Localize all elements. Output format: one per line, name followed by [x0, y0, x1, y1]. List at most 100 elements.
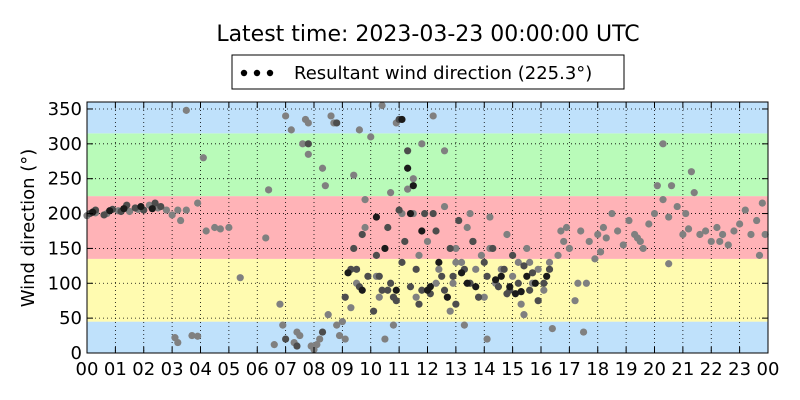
data-point — [364, 272, 372, 280]
data-point — [614, 227, 622, 235]
data-point — [174, 338, 182, 347]
data-point — [216, 225, 224, 233]
data-point — [415, 300, 423, 308]
data-point — [534, 265, 542, 273]
data-point — [469, 237, 477, 246]
data-point — [492, 276, 500, 284]
data-point — [517, 300, 525, 308]
data-point — [545, 258, 554, 266]
data-point — [358, 230, 366, 239]
data-point — [375, 293, 383, 301]
data-point — [137, 202, 145, 211]
data-point — [375, 272, 383, 280]
data-point — [401, 237, 409, 246]
data-point — [474, 293, 483, 301]
data-point — [182, 206, 190, 214]
data-point — [463, 223, 471, 232]
data-point — [327, 112, 335, 120]
data-point — [619, 241, 627, 249]
data-point — [106, 207, 114, 215]
y-axis-label: Wind direction (°) — [18, 149, 39, 308]
data-point — [455, 216, 463, 225]
data-point — [582, 279, 591, 287]
data-point — [494, 283, 503, 291]
data-point — [372, 251, 381, 259]
data-point — [466, 209, 474, 218]
data-point — [506, 283, 514, 291]
data-point — [236, 274, 244, 282]
data-point — [579, 328, 588, 336]
y-tick-label: 350 — [48, 99, 82, 120]
x-tick-label: 08 — [303, 359, 326, 380]
data-point — [608, 209, 616, 218]
x-tick-label: 17 — [558, 359, 581, 380]
data-point — [463, 279, 471, 287]
data-point — [452, 258, 460, 266]
data-point — [404, 185, 412, 193]
data-point — [378, 101, 386, 110]
data-points — [83, 101, 769, 354]
data-point — [296, 331, 304, 340]
data-point — [446, 244, 454, 253]
direction-bands — [87, 102, 768, 353]
data-point — [560, 237, 568, 246]
data-point — [404, 164, 412, 172]
data-point — [713, 223, 721, 232]
chart-title: Latest time: 2023-03-23 00:00:00 UTC — [216, 22, 639, 47]
data-point — [520, 311, 528, 319]
data-point — [423, 237, 432, 246]
data-point — [421, 209, 429, 218]
data-point — [690, 189, 698, 197]
data-point — [418, 286, 426, 294]
data-point — [633, 234, 642, 242]
data-point — [316, 335, 324, 343]
data-point — [650, 209, 659, 218]
x-tick-label: 03 — [161, 359, 184, 380]
data-point — [449, 272, 457, 280]
data-point — [761, 230, 769, 239]
y-tick-label: 150 — [48, 238, 82, 259]
data-point — [384, 223, 392, 232]
y-tick-label: 250 — [48, 169, 82, 190]
data-point — [540, 279, 548, 287]
data-point — [665, 260, 673, 268]
y-tick-label: 300 — [48, 134, 82, 155]
data-point — [645, 220, 653, 228]
data-point — [446, 307, 454, 315]
data-point — [199, 154, 207, 162]
data-point — [457, 269, 466, 277]
data-point — [335, 331, 344, 340]
data-point — [389, 321, 398, 329]
data-point — [418, 227, 426, 235]
data-point — [472, 265, 480, 273]
data-point — [426, 283, 434, 291]
data-point — [304, 119, 312, 127]
x-tick-label: 13 — [444, 359, 467, 380]
data-point — [557, 227, 565, 235]
data-point — [523, 244, 531, 253]
data-point — [262, 234, 270, 242]
data-point — [211, 223, 219, 232]
legend: Resultant wind direction (225.3°) — [231, 54, 625, 90]
data-point — [378, 286, 386, 294]
data-point — [304, 150, 312, 158]
data-point — [483, 272, 491, 280]
x-tick-label: 19 — [615, 359, 638, 380]
data-point — [398, 115, 406, 124]
data-point — [452, 300, 460, 308]
x-tick-label: 04 — [189, 359, 212, 380]
data-point — [523, 272, 531, 280]
data-point — [318, 328, 327, 336]
data-point — [367, 133, 375, 141]
data-point — [168, 211, 176, 219]
data-point — [361, 223, 369, 232]
data-point — [225, 223, 233, 232]
data-point — [659, 140, 667, 148]
data-point — [188, 331, 196, 340]
data-point — [324, 311, 332, 319]
data-point — [659, 196, 667, 204]
data-point — [151, 199, 159, 207]
data-point — [100, 211, 108, 219]
data-point — [639, 244, 647, 253]
data-point — [591, 255, 599, 263]
